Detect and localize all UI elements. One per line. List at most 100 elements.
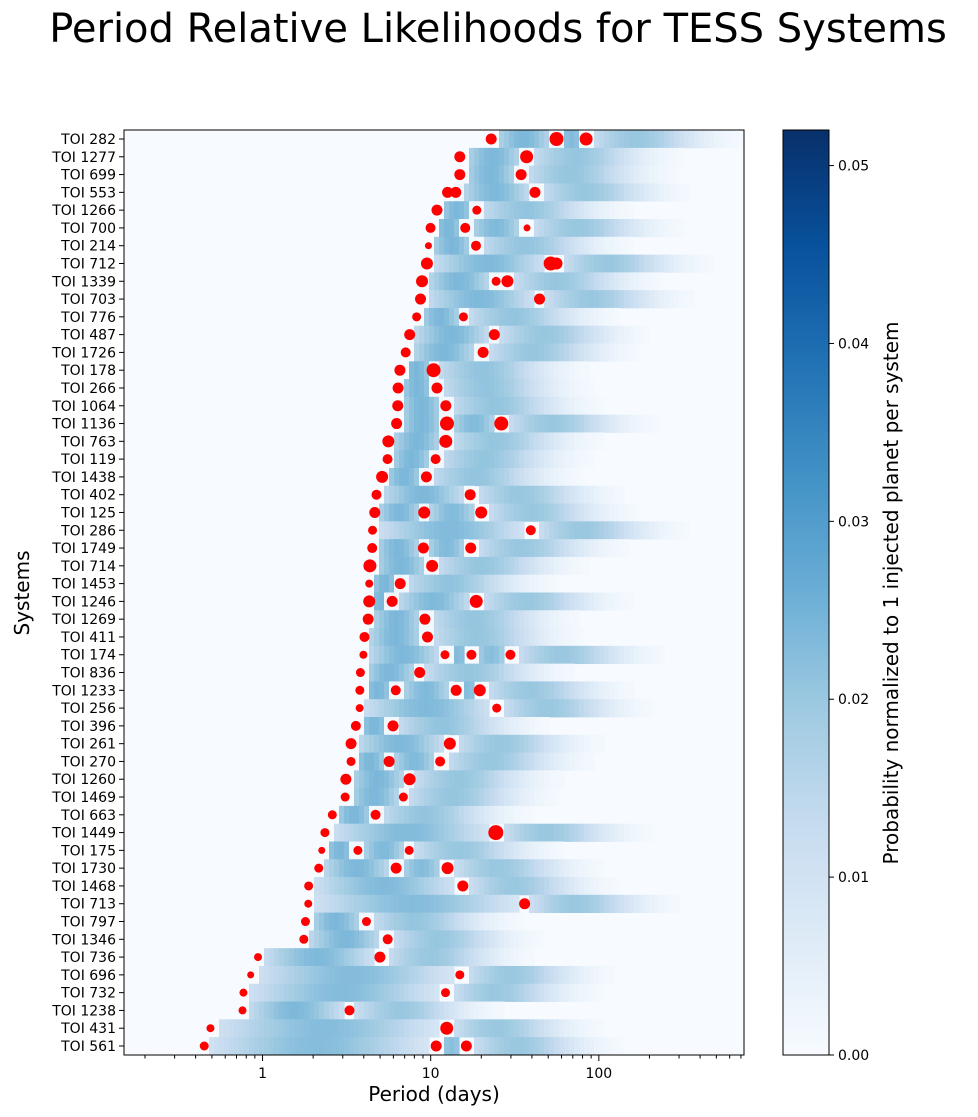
heatmap-cell (404, 539, 410, 558)
heatmap-cell (459, 379, 465, 398)
heatmap-cell (439, 450, 445, 469)
heatmap-cell (529, 1019, 535, 1038)
heatmap-cell (504, 699, 510, 718)
heatmap-cell (629, 254, 635, 273)
heatmap-cell (559, 592, 565, 611)
heatmap-cell (554, 307, 560, 327)
heatmap-cell (664, 165, 670, 184)
heatmap-cell (659, 290, 665, 309)
heatmap-cell (409, 645, 415, 665)
heatmap-cell (499, 147, 505, 167)
heatmap-cell (659, 165, 665, 184)
heatmap-cell (514, 912, 520, 931)
heatmap-cell (589, 1037, 595, 1055)
heatmap-cell (459, 645, 465, 665)
heatmap-cell (459, 485, 465, 504)
heatmap-cell (479, 965, 485, 985)
heatmap-cell (389, 628, 395, 647)
heatmap-cell (564, 610, 570, 629)
heatmap-cell (519, 307, 525, 327)
heatmap-cell (649, 183, 655, 202)
heatmap-cell (494, 983, 500, 1002)
heatmap-cell (614, 325, 620, 344)
heatmap-row (309, 930, 545, 949)
heatmap-cell (504, 912, 510, 931)
heatmap-cell (414, 485, 420, 504)
heatmap-cell (644, 254, 650, 273)
heatmap-cell (314, 912, 320, 931)
heatmap-cell (549, 521, 555, 540)
heatmap-cell (339, 912, 345, 931)
heatmap-cell (554, 628, 560, 647)
heatmap-cell (679, 147, 685, 167)
y-tick-label: TOI 1726 (51, 345, 116, 361)
heatmap-cell (504, 361, 510, 380)
heatmap-cell (559, 307, 565, 327)
heatmap-cell (624, 823, 630, 842)
heatmap-cell (509, 912, 515, 931)
heatmap-cell (519, 432, 525, 451)
y-tick-label: TOI 1266 (51, 203, 116, 219)
heatmap-cell (404, 414, 410, 433)
heatmap-cell (559, 379, 565, 398)
heatmap-cell (379, 752, 385, 771)
heatmap-cell (439, 628, 445, 647)
heatmap-cell (484, 272, 490, 291)
heatmap-cell (499, 165, 505, 184)
heatmap-cell (484, 699, 490, 718)
heatmap-cell (374, 877, 380, 896)
heatmap-cell (569, 965, 575, 985)
heatmap-cell (634, 219, 640, 238)
planet-marker (374, 951, 386, 963)
heatmap-cell (419, 628, 425, 647)
heatmap-cell (559, 628, 565, 647)
heatmap-cell (564, 485, 570, 504)
heatmap-cell (489, 610, 495, 629)
heatmap-cell (424, 770, 430, 789)
heatmap-cell (674, 521, 680, 540)
planet-marker (488, 825, 504, 841)
heatmap-cell (499, 965, 505, 985)
heatmap-cell (644, 272, 650, 291)
heatmap-cell (484, 628, 490, 647)
heatmap-cell (439, 894, 445, 914)
heatmap-cell (394, 1037, 400, 1055)
heatmap-cell (314, 1037, 320, 1055)
heatmap-cell (509, 556, 515, 576)
heatmap-cell (349, 894, 355, 914)
heatmap-cell (379, 1037, 385, 1055)
heatmap-cell (619, 521, 625, 540)
heatmap-cell (449, 219, 455, 238)
heatmap-cell (384, 965, 390, 985)
heatmap-cell (469, 805, 475, 825)
heatmap-cell (399, 645, 405, 665)
heatmap-cell (424, 823, 430, 842)
heatmap-cell (509, 823, 515, 842)
heatmap-cell (609, 219, 615, 238)
y-tick-label: TOI 396 (60, 719, 116, 735)
heatmap-cell (464, 254, 470, 273)
heatmap-cell (599, 165, 605, 184)
heatmap-cell (544, 361, 550, 380)
heatmap-cell (579, 325, 585, 344)
heatmap-cell (489, 805, 495, 825)
heatmap-cell (419, 450, 425, 469)
heatmap-cell (569, 468, 575, 487)
heatmap-cell (564, 432, 570, 451)
heatmap-cell (534, 592, 540, 611)
heatmap-cell (309, 1001, 315, 1020)
y-tick-label: TOI 732 (60, 986, 116, 1002)
heatmap-cell (464, 290, 470, 309)
heatmap-cell (384, 716, 390, 736)
heatmap-cell (614, 307, 620, 327)
heatmap-cell (419, 699, 425, 718)
heatmap-cell (469, 770, 475, 789)
heatmap-cell (544, 450, 550, 469)
heatmap-cell (534, 379, 540, 398)
planet-marker (346, 756, 356, 766)
heatmap-cell (489, 254, 495, 273)
heatmap-cell (579, 645, 585, 665)
heatmap-cell (524, 983, 530, 1002)
heatmap-cell (489, 343, 495, 362)
heatmap-cell (509, 965, 515, 985)
